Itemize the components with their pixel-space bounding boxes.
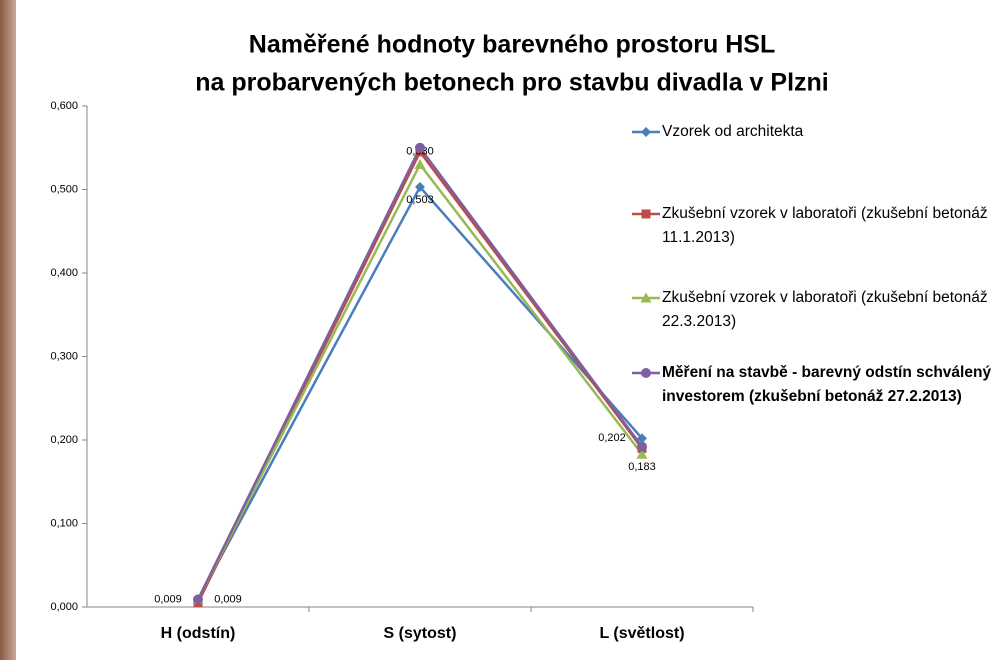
- series-line: [196, 162, 643, 601]
- marker: [415, 181, 425, 192]
- y-tick-label: 0,200: [50, 434, 78, 446]
- x-tick-label: L (světlost): [599, 625, 684, 642]
- legend-label: Vzorek od architekta: [662, 123, 804, 140]
- background-edge: [0, 0, 16, 660]
- y-tick-label: 0,400: [50, 267, 78, 279]
- marker: [637, 441, 647, 452]
- y-tick-label: 0,300: [50, 350, 78, 362]
- data-label: 0,202: [598, 432, 626, 444]
- series-line: [196, 184, 643, 601]
- marker: [640, 292, 652, 303]
- marker: [415, 142, 425, 153]
- series-line: [196, 145, 644, 601]
- marker: [641, 368, 651, 378]
- series-line: [196, 149, 644, 604]
- y-tick-label: 0,600: [50, 100, 78, 112]
- legend-label: Měření na stavbě - barevný odstín schvál…: [662, 364, 992, 405]
- marker: [641, 127, 651, 137]
- legend-label: Zkušební vzorek v laboratoři (zkušební b…: [662, 289, 988, 330]
- x-tick-label: H (odstín): [161, 625, 236, 642]
- marker: [193, 594, 203, 605]
- marker: [641, 209, 651, 219]
- y-tick-label: 0,500: [50, 183, 78, 195]
- marker: [414, 158, 426, 169]
- x-tick-label: S (sytost): [384, 625, 457, 642]
- data-label: 0,183: [628, 461, 656, 473]
- marker: [637, 433, 647, 444]
- data-label: 0,503: [406, 194, 434, 206]
- marker: [636, 448, 648, 459]
- legend-label: Zkušební vzorek v laboratoři (zkušební b…: [662, 205, 988, 246]
- y-tick-label: 0,100: [50, 517, 78, 529]
- chart-title: Naměřené hodnoty barevného prostoru HSL: [249, 31, 775, 59]
- data-label: 0,009: [154, 593, 182, 605]
- data-label: 0,009: [214, 593, 242, 605]
- y-tick-label: 0,000: [50, 601, 78, 613]
- chart-title: na probarvených betonech pro stavbu diva…: [195, 69, 828, 97]
